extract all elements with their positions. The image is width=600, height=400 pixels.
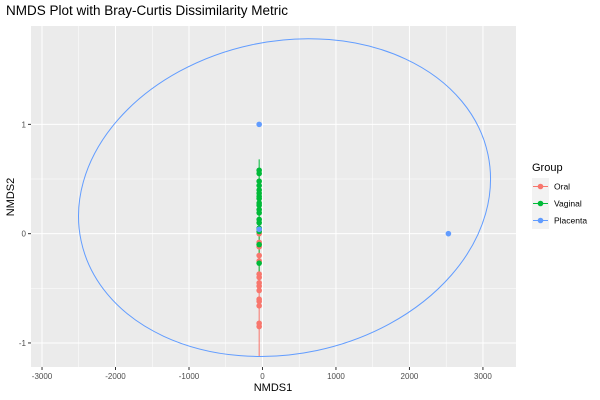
x-axis-title: NMDS1 — [254, 382, 293, 394]
x-tick-label: -1000 — [179, 372, 200, 381]
point-placenta — [256, 226, 262, 233]
legend-key-point — [537, 200, 544, 207]
point-oral — [256, 252, 262, 259]
point-vaginal — [256, 219, 262, 226]
legend-key-point — [537, 217, 544, 224]
legend-label-vaginal: Vaginal — [554, 199, 582, 209]
chart-title: NMDS Plot with Bray-Curtis Dissimilarity… — [6, 3, 288, 18]
y-tick-label: 0 — [22, 230, 27, 239]
x-tick-label: -3000 — [32, 372, 53, 381]
point-placenta — [256, 121, 262, 128]
x-tick-label: 1000 — [327, 372, 345, 381]
point-oral — [256, 287, 262, 294]
x-tick-label: 2000 — [401, 372, 419, 381]
point-vaginal — [256, 210, 262, 216]
point-placenta — [445, 230, 452, 237]
point-oral — [256, 296, 262, 303]
minor-gridlines — [31, 26, 516, 367]
point-vaginal — [256, 182, 262, 189]
legend-title: Group — [532, 162, 563, 174]
x-tick-label: 0 — [260, 372, 265, 381]
legend-label-placenta: Placenta — [554, 216, 587, 226]
data-points — [256, 121, 452, 330]
point-vaginal — [256, 241, 262, 248]
point-oral — [256, 320, 262, 327]
x-tick-label: -2000 — [105, 372, 126, 381]
point-vaginal — [256, 202, 262, 209]
legend: Group Oral Vaginal Placenta — [532, 162, 587, 229]
point-vaginal — [256, 195, 262, 202]
y-axis-title: NMDS2 — [5, 178, 17, 217]
point-oral — [256, 280, 262, 286]
plot-panel — [31, 26, 516, 367]
point-vaginal — [256, 178, 262, 184]
y-tick-label: 1 — [22, 120, 27, 129]
legend-key-point — [537, 183, 544, 190]
point-oral — [256, 302, 262, 309]
axes: -3000 -2000 -1000 0 1000 2000 3000 -1 0 1 — [19, 120, 493, 381]
point-oral — [256, 271, 262, 277]
point-vaginal — [256, 260, 262, 266]
y-tick-label: -1 — [19, 339, 27, 348]
legend-label-oral: Oral — [554, 182, 570, 192]
ellipse-placenta — [78, 38, 492, 357]
point-vaginal — [256, 170, 262, 177]
major-gridlines — [31, 26, 516, 367]
x-tick-label: 3000 — [474, 372, 492, 381]
